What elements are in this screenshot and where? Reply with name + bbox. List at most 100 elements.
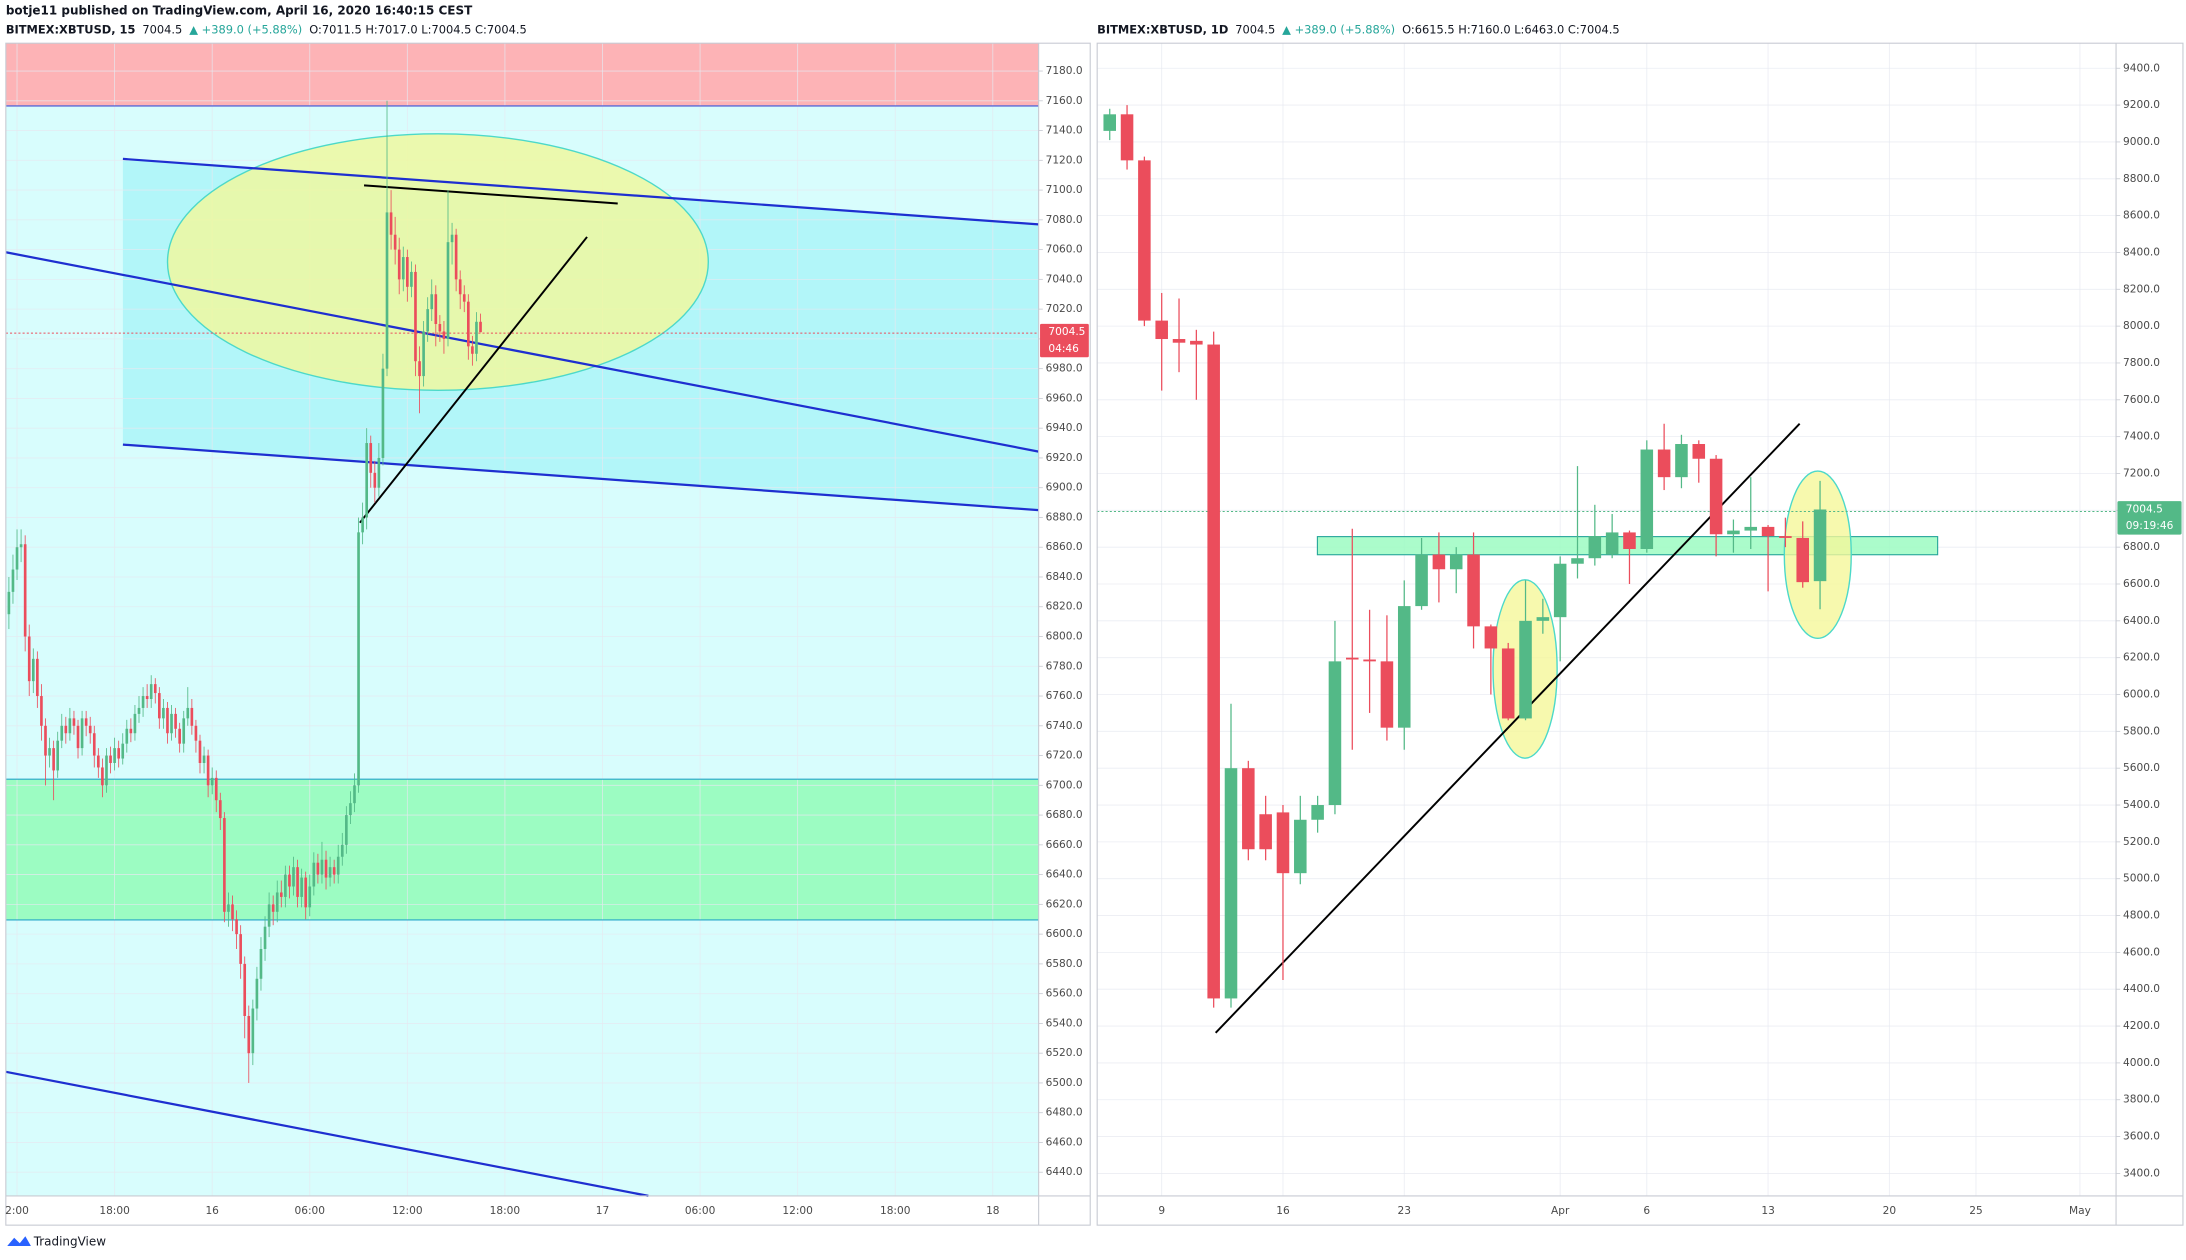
y-tick-label: 6960.0 [1046, 392, 1083, 404]
y-tick-label: 7020.0 [1046, 303, 1083, 315]
candle-body [48, 748, 51, 756]
candle-body [324, 859, 328, 878]
candle-body [40, 696, 43, 726]
candle-body [170, 713, 173, 734]
candle-body [121, 743, 125, 759]
candle-body [288, 874, 291, 887]
y-tick-label: 9400.0 [2123, 62, 2160, 74]
candle-body [259, 949, 263, 979]
candle-body [243, 963, 247, 1016]
price-tag-label: 7004.5 [2126, 503, 2163, 515]
candle-body [414, 271, 417, 362]
price-tag [1040, 323, 1089, 358]
candle-body [422, 331, 425, 377]
x-tick-label: 06:00 [295, 1205, 326, 1217]
highlight-ellipse [166, 133, 710, 391]
candle-body [458, 279, 462, 295]
y-tick-label: 6440.0 [1046, 1166, 1083, 1178]
candle-body [332, 867, 336, 875]
y-tick-label: 6840.0 [1046, 571, 1083, 583]
x-tick-label: 6 [1643, 1205, 1650, 1217]
candle-body [467, 301, 470, 347]
x-tick-label: 16 [1276, 1205, 1290, 1217]
candle-body [267, 904, 271, 927]
candle-body [206, 755, 210, 786]
legend: BITMEX:XBTUSD, 1D 7004.5 ▲ +389.0 (+5.88%)… [1097, 22, 1619, 36]
x-tick-label: 18:00 [99, 1205, 130, 1217]
candle-body [113, 748, 116, 763]
candle-body [235, 919, 238, 935]
candle-body [1172, 339, 1186, 343]
y-tick-label: 6800.0 [2123, 541, 2160, 553]
candle-body [1449, 554, 1463, 570]
candle-body [434, 294, 438, 325]
candle-body [479, 321, 482, 333]
y-tick-label: 6600.0 [2123, 578, 2160, 590]
candle-body [1605, 532, 1619, 555]
candle-body [1484, 626, 1498, 649]
candle-body [442, 331, 446, 339]
candle-body [92, 733, 96, 756]
candle-body [1432, 554, 1446, 570]
symbol: BITMEX:XBTUSD, 1D [1097, 22, 1228, 36]
candle-body [19, 544, 23, 548]
y-tick-label: 7160.0 [1046, 95, 1083, 107]
candle-body [1363, 659, 1376, 662]
y-tick-label: 7040.0 [1046, 273, 1083, 285]
candle-body [418, 361, 421, 377]
candle-body [80, 718, 84, 749]
candle-body [292, 867, 295, 887]
candle-body [1103, 114, 1116, 131]
candle-body [462, 294, 466, 302]
y-tick-label: 6940.0 [1046, 422, 1083, 434]
candle-body [137, 707, 141, 714]
y-tick-label: 4800.0 [2123, 910, 2160, 922]
candle-body [1779, 536, 1792, 538]
y-tick-label: 6980.0 [1046, 363, 1083, 375]
candle-body [377, 457, 381, 488]
candle-body [52, 748, 55, 771]
candle-body [1796, 537, 1809, 583]
candle-body [7, 591, 11, 615]
candle-body [393, 234, 397, 250]
candle-body [1224, 768, 1238, 999]
candle-body [1415, 554, 1428, 607]
candle-body [194, 725, 198, 741]
candle-body [381, 368, 385, 458]
price-tag [2117, 501, 2182, 535]
candle-body [353, 785, 356, 804]
x-tick-label: Apr [1551, 1205, 1570, 1217]
candle-body [316, 862, 320, 875]
y-tick-label: 6480.0 [1046, 1107, 1083, 1119]
candle-body [162, 707, 165, 719]
candle-body [97, 755, 100, 768]
candle-body [1640, 449, 1654, 550]
y-tick-label: 6740.0 [1046, 720, 1083, 732]
candle-body [401, 257, 405, 280]
candle-body [263, 926, 267, 950]
candle-body [279, 892, 283, 897]
footer: TradingView [33, 1234, 107, 1248]
candle-body [471, 346, 474, 354]
candle-body [300, 877, 303, 897]
candle-body [1155, 320, 1168, 340]
y-tick-label: 6680.0 [1046, 809, 1083, 821]
y-tick-label: 7200.0 [2123, 467, 2160, 479]
y-tick-label: 6860.0 [1046, 541, 1083, 553]
ohlc: O:6615.5 H:7160.0 L:6463.0 C:7004.5 [1402, 22, 1620, 36]
candle-body [251, 1008, 255, 1054]
candle-body [349, 803, 352, 816]
candle-body [284, 874, 287, 897]
y-tick-label: 6460.0 [1046, 1136, 1083, 1148]
candle-body [1380, 661, 1394, 728]
x-tick-label: 16 [205, 1205, 219, 1217]
x-tick-label: 06:00 [685, 1205, 716, 1217]
candle-body [101, 767, 104, 786]
pane-border [5, 42, 1091, 1226]
candle-body [312, 862, 316, 887]
x-tick-label: 12:00 [782, 1205, 813, 1217]
candle-body [158, 693, 161, 719]
x-tick-label: 20 [1883, 1205, 1897, 1217]
candle-body [182, 718, 186, 744]
candle-body [454, 234, 458, 280]
